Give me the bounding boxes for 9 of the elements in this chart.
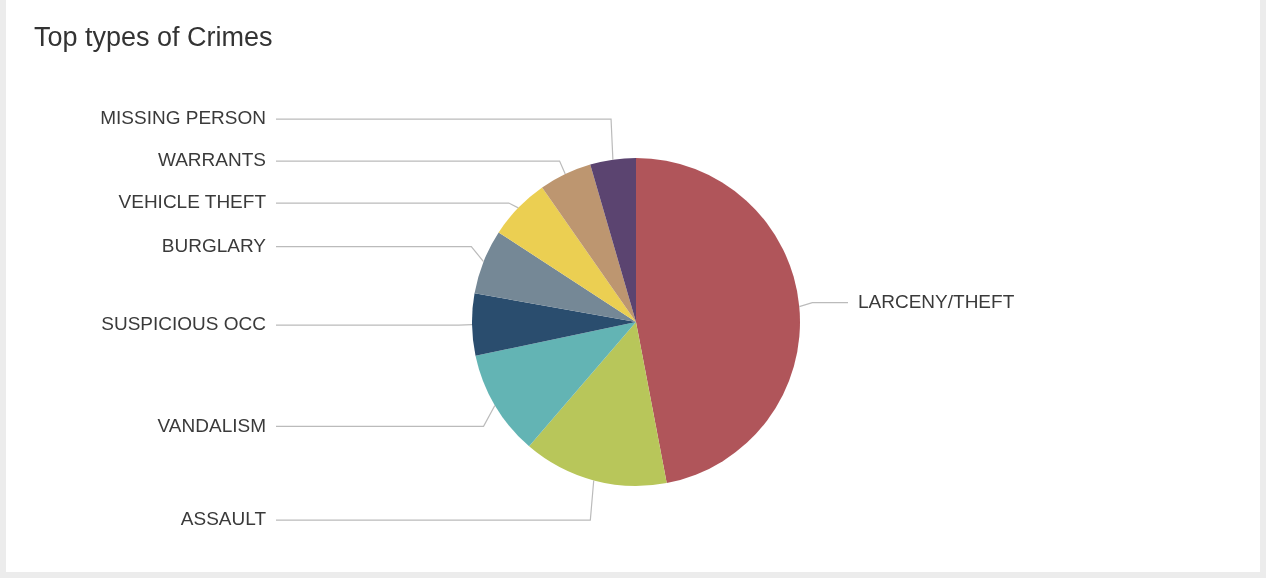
slice-label: LARCENY/THEFT	[858, 290, 1015, 312]
slice-label: BURGLARY	[161, 234, 267, 256]
slice-label: WARRANTS	[157, 149, 266, 171]
slice-label: SUSPICIOUS OCC	[101, 313, 266, 335]
slice-label: ASSAULT	[180, 508, 267, 530]
slice-label: VEHICLE THEFT	[118, 191, 267, 213]
chart-title: Top types of Crimes	[34, 22, 273, 53]
slice-label: VANDALISM	[157, 414, 266, 436]
slice-label: MISSING PERSON	[100, 107, 266, 129]
